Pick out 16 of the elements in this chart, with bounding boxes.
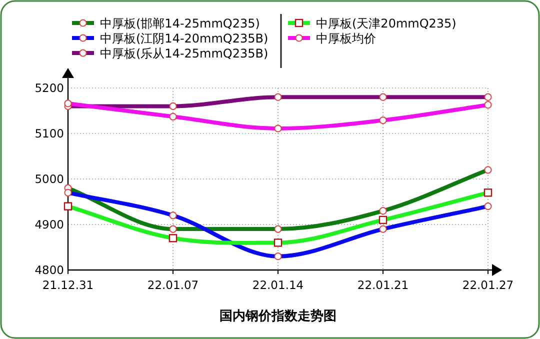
x-tick-label: 22.01.27 [462, 278, 514, 292]
legend-label: 中厚板(乐从14-25mmQ235B) [100, 46, 268, 60]
x-tick-label: 22.01.07 [147, 278, 199, 292]
legend-label: 中厚板(江阴14-20mmQ235B) [100, 32, 268, 46]
legend-label: 中厚板均价 [316, 32, 376, 46]
x-axis-title: 国内钢价指数走势图 [220, 308, 336, 324]
y-tick-label: 5100 [34, 126, 64, 140]
x-tick-label: 22.01.21 [357, 278, 409, 292]
y-tick-label: 5200 [34, 81, 64, 95]
y-tick-label: 5000 [34, 172, 64, 186]
x-tick-label: 22.01.14 [252, 278, 304, 292]
x-tick-label: 21.12.31 [42, 278, 94, 292]
y-tick-label: 4800 [34, 263, 64, 277]
legend-label: 中厚板(天津20mmQ235) [316, 16, 456, 30]
legend-label: 中厚板(邯郸14-25mmQ235) [100, 16, 260, 30]
y-tick-label: 4900 [34, 218, 64, 232]
